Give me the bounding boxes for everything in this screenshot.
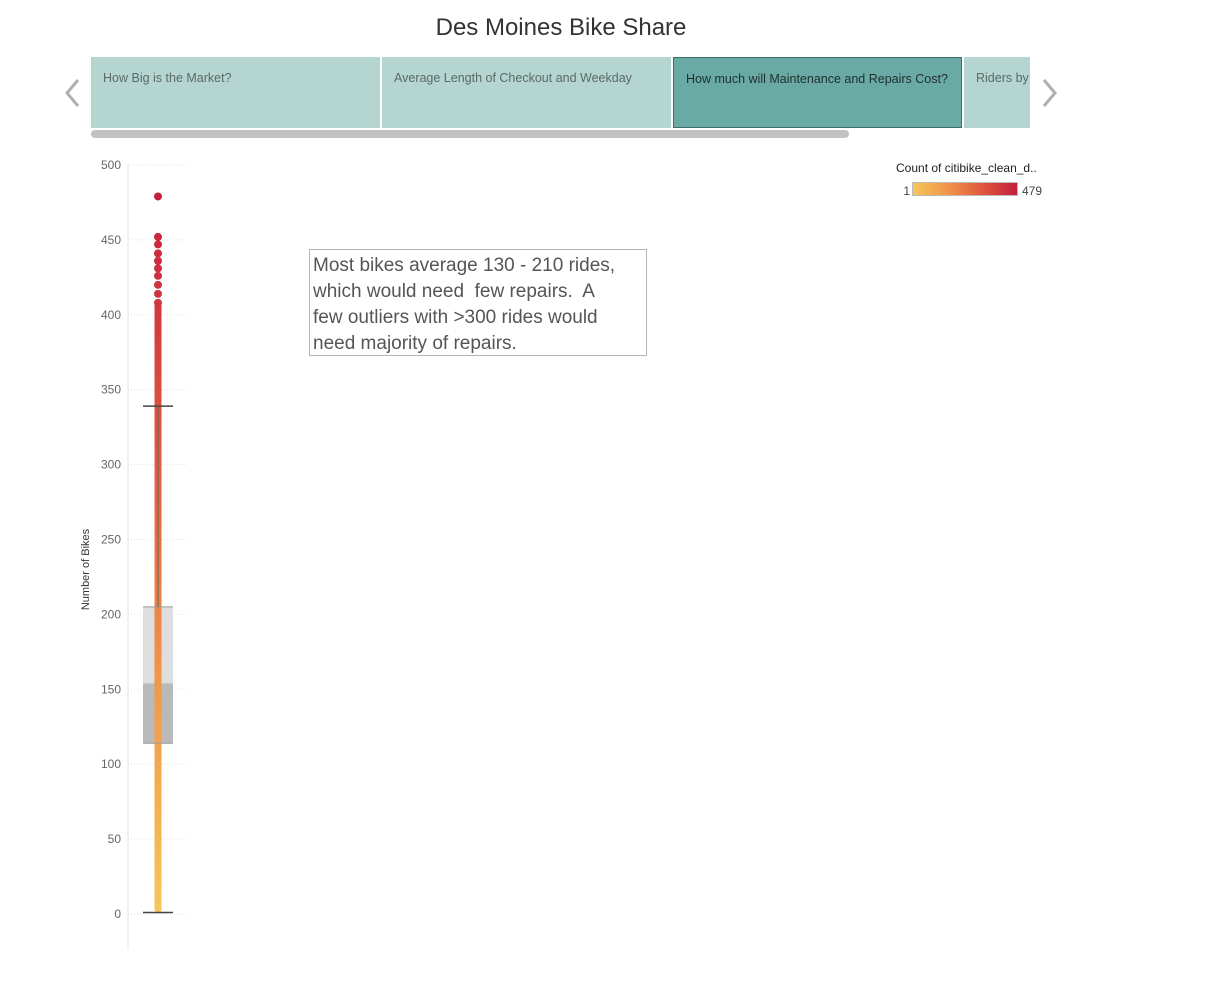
story-tab-checkout-length[interactable]: Average Length of Checkout and Weekday [382,57,671,128]
data-strip [154,302,162,913]
legend-color-ramp [912,182,1018,196]
outlier-point [154,289,162,298]
y-tick-label: 200 [101,607,121,621]
annotation-box: Most bikes average 130 - 210 rides, whic… [309,249,647,356]
story-tab-strip: How Big is the Market? Average Length of… [91,57,1030,128]
y-tick-label: 150 [101,682,121,696]
outlier-point [154,298,162,307]
outlier-point [154,271,162,280]
y-tick-label: 350 [101,383,121,397]
page-title: Des Moines Bike Share [435,14,687,41]
y-tick-label: 300 [101,458,121,472]
outlier-point [154,280,162,289]
y-tick-label: 400 [101,308,121,322]
annotation-line: few outliers with >300 rides would [313,307,598,328]
y-tick-label: 250 [101,533,121,547]
story-tab-label: How much will Maintenance and Repairs Co… [686,72,948,86]
tab-scrollbar[interactable] [91,130,849,138]
story-tab-label: How Big is the Market? [103,71,232,85]
y-tick-label: 450 [101,233,121,247]
outlier-point [154,264,162,273]
chevron-right-icon[interactable] [1036,76,1060,110]
annotation-line: which would need few repairs. A [313,281,595,302]
outlier-point [154,249,162,258]
y-tick-label: 0 [114,907,121,921]
y-tick-label: 100 [101,757,121,771]
annotation-line: Most bikes average 130 - 210 rides, [313,255,616,276]
story-tab-label: Riders by [976,71,1029,85]
story-tab-maintenance-cost[interactable]: How much will Maintenance and Repairs Co… [673,57,962,128]
y-axis-label: Number of Bikes [80,528,92,610]
y-tick-label: 500 [101,158,121,172]
legend-min-label: 1 [903,184,910,198]
color-legend: Count of citibike_clean_d.. 1 479 [896,161,1066,198]
chevron-left-icon[interactable] [62,76,86,110]
legend-max-label: 479 [1022,184,1043,198]
story-tab-label: Average Length of Checkout and Weekday [394,71,632,85]
outlier-point [154,256,162,265]
outlier-point [154,232,162,241]
outlier-point [154,192,162,201]
story-tab-riders[interactable]: Riders by [964,57,1030,128]
y-tick-label: 50 [108,832,122,846]
legend-title: Count of citibike_clean_d.. [896,161,1037,175]
story-tab-market-size[interactable]: How Big is the Market? [91,57,380,128]
annotation-line: need majority of repairs. [313,333,517,354]
outlier-point [154,240,162,249]
